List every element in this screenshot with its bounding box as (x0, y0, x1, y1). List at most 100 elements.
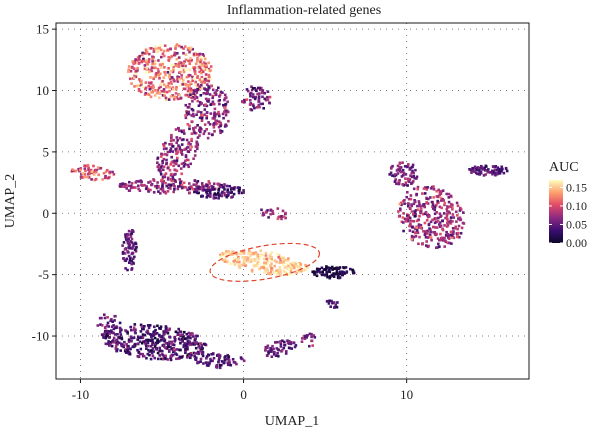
data-point (120, 344, 124, 348)
data-point (150, 349, 153, 352)
data-point (291, 263, 294, 267)
data-point (171, 145, 175, 148)
data-point (251, 95, 255, 99)
data-point (446, 233, 449, 236)
data-point (115, 325, 118, 328)
data-point (211, 188, 214, 191)
data-point (170, 155, 173, 159)
data-point (164, 172, 168, 175)
data-point (151, 343, 154, 346)
data-point (189, 91, 192, 94)
data-point (197, 185, 200, 188)
data-point (246, 89, 250, 93)
data-point (130, 328, 133, 332)
data-point (416, 231, 420, 235)
data-point (401, 174, 405, 177)
data-point (410, 181, 413, 185)
data-point (413, 215, 417, 218)
data-point (92, 170, 96, 174)
data-point (129, 347, 132, 351)
data-point (284, 216, 287, 220)
data-point (193, 190, 196, 194)
data-point (413, 199, 416, 202)
data-point (135, 245, 138, 249)
data-point (199, 342, 202, 345)
data-point (305, 334, 308, 338)
data-point (344, 266, 348, 269)
data-point (406, 191, 409, 194)
data-point (134, 186, 137, 189)
data-point (124, 351, 128, 354)
data-point (101, 333, 105, 337)
data-point (176, 187, 180, 191)
data-point (453, 227, 457, 230)
data-point (99, 166, 103, 170)
data-point (161, 187, 165, 191)
data-point (104, 336, 108, 340)
data-point (161, 186, 164, 189)
data-point (249, 251, 253, 255)
data-point (150, 339, 153, 343)
data-point (250, 88, 254, 92)
data-point (194, 341, 197, 345)
data-point (411, 230, 415, 234)
data-point (454, 225, 457, 229)
data-point (416, 204, 419, 208)
data-point (184, 116, 188, 120)
chart-title: Inflammation-related genes (227, 3, 381, 18)
data-point (218, 95, 221, 98)
data-point (437, 216, 440, 220)
x-tick-label: 10 (400, 387, 413, 402)
data-point (201, 79, 205, 83)
data-point (200, 68, 203, 72)
data-point (332, 301, 336, 304)
data-point (441, 219, 444, 223)
data-point (172, 63, 175, 66)
data-point (122, 344, 126, 347)
data-point (266, 95, 269, 99)
data-point (177, 164, 181, 168)
data-point (315, 274, 319, 278)
data-point (438, 190, 442, 194)
data-point (146, 331, 150, 335)
data-point (182, 181, 186, 185)
data-point (203, 123, 207, 126)
data-point (199, 80, 203, 83)
data-point (399, 170, 403, 174)
data-point (276, 340, 279, 344)
data-point (351, 268, 354, 272)
data-point (166, 48, 170, 51)
data-point (446, 241, 450, 245)
data-point (98, 316, 102, 320)
data-point (329, 305, 332, 308)
data-point (175, 348, 179, 351)
data-point (154, 347, 158, 350)
data-point (179, 70, 182, 74)
data-point (205, 357, 208, 360)
data-point (250, 108, 254, 112)
data-point (218, 98, 221, 102)
data-point (191, 332, 194, 336)
data-point (402, 229, 405, 233)
data-point (174, 352, 177, 355)
data-point (174, 161, 178, 165)
data-point (153, 59, 157, 63)
data-point (211, 117, 215, 120)
data-point (127, 65, 131, 68)
data-point (164, 341, 168, 345)
data-point (229, 363, 233, 367)
data-point (211, 185, 215, 189)
data-point (266, 272, 270, 275)
data-point (74, 169, 78, 173)
data-point (274, 354, 278, 357)
data-point (196, 83, 200, 86)
data-point (172, 98, 176, 101)
y-tick-label: -5 (38, 267, 49, 282)
data-point (460, 226, 464, 230)
data-point (149, 188, 152, 192)
data-point (491, 170, 495, 174)
data-point (220, 183, 223, 187)
data-point (462, 222, 466, 225)
data-point (182, 335, 185, 338)
